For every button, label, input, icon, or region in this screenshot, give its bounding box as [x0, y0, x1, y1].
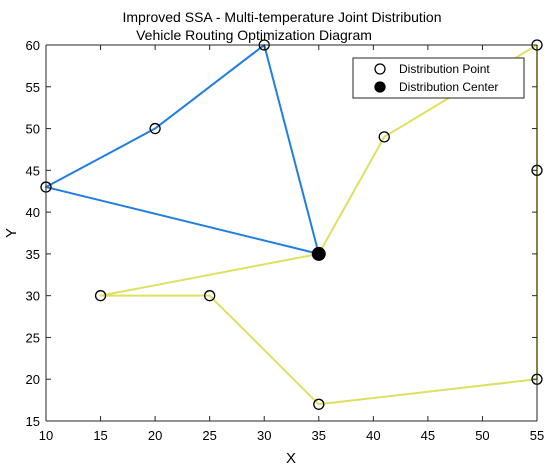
x-tick-label: 30 — [257, 428, 271, 443]
distribution-point-marker — [149, 122, 161, 135]
route-line-1 — [45, 44, 320, 255]
legend: Distribution Point Distribution Center — [352, 57, 525, 99]
distribution-center-marker — [311, 246, 326, 261]
y-tick-label: 20 — [26, 372, 40, 387]
y-tick-label: 15 — [26, 414, 40, 429]
y-tick-label: 30 — [26, 289, 40, 304]
legend-filled-circle-marker — [374, 81, 386, 93]
distribution-point-marker — [204, 290, 216, 302]
y-tick-label: 55 — [26, 80, 40, 95]
plot-area: 10 15 20 25 30 35 40 45 50 55 1520253035404550556… — [26, 38, 545, 443]
y-tick-label: 35 — [26, 247, 40, 262]
chart-title-line-1: Improved SSA - Multi-temperature Joint D… — [122, 9, 441, 25]
legend-open-circle-marker — [374, 63, 386, 75]
y-tick-label: 50 — [26, 122, 40, 137]
x-ticks: 10 15 20 25 30 35 40 45 50 55 — [39, 45, 544, 443]
chart-title: Improved SSA - Multi-temperature Joint D… — [122, 9, 441, 43]
x-tick-label: 15 — [93, 428, 107, 443]
y-axis-label: Y — [3, 228, 20, 238]
chart-title-line-2: Vehicle Routing Optimization Diagram — [136, 27, 372, 43]
x-tick-label: 35 — [312, 428, 326, 443]
plot-background — [46, 45, 537, 421]
legend-label-distribution-point: Distribution Point — [399, 62, 490, 76]
x-tick-label: 55 — [530, 428, 544, 443]
y-tick-label: 40 — [26, 205, 40, 220]
x-tick-label: 10 — [39, 428, 53, 443]
y-tick-label: 60 — [26, 38, 40, 53]
x-tick-label: 45 — [421, 428, 435, 443]
x-tick-label: 20 — [148, 428, 162, 443]
x-tick-label: 25 — [202, 428, 216, 443]
y-tick-label: 25 — [26, 330, 40, 345]
y-tick-label: 45 — [26, 163, 40, 178]
distribution-point-marker — [94, 290, 107, 302]
legend-label-distribution-center: Distribution Center — [399, 80, 498, 94]
y-ticks: 15 20 25 30 35 40 45 50 55 60 — [26, 38, 537, 429]
distribution-point-marker — [378, 131, 390, 143]
x-tick-label: 50 — [475, 428, 489, 443]
x-tick-label: 40 — [366, 428, 380, 443]
distribution-point-marker — [313, 398, 325, 410]
x-axis-label: X — [286, 450, 296, 467]
